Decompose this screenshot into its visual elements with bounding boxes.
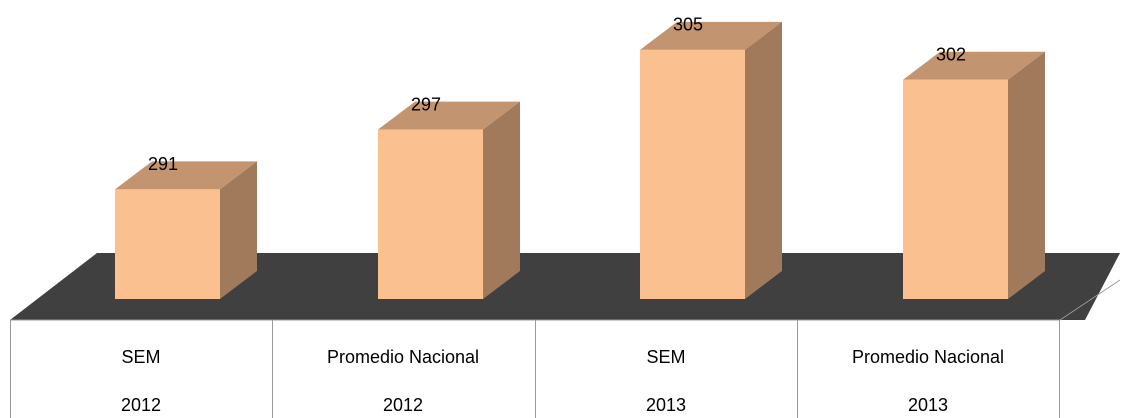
bar-top <box>115 161 257 190</box>
bar <box>640 49 745 300</box>
x-tick-year: 2012 <box>121 395 161 415</box>
x-tick-label: SEM <box>646 347 685 367</box>
x-tick-label: Promedio Nacional <box>327 347 479 367</box>
x-tick-label: SEM <box>121 347 160 367</box>
x-tick-label: Promedio Nacional <box>852 347 1004 367</box>
bar-side <box>745 21 782 299</box>
data-label: 305 <box>673 15 703 35</box>
bar <box>378 129 483 299</box>
bar <box>115 189 220 299</box>
category-table <box>10 319 1060 418</box>
bar-top <box>378 101 520 130</box>
x-tick-year: 2013 <box>646 395 686 415</box>
floor <box>10 253 1120 320</box>
floor-edge <box>1059 279 1121 321</box>
data-label: 302 <box>936 44 966 64</box>
bar <box>903 79 1008 299</box>
data-label: 291 <box>148 154 178 174</box>
bar-side <box>1008 51 1045 299</box>
x-tick-year: 2012 <box>383 395 423 415</box>
bar-side <box>483 101 520 299</box>
bar-top <box>903 51 1045 80</box>
bar-side <box>220 161 257 299</box>
bar-top <box>640 21 782 50</box>
data-label: 297 <box>411 94 441 114</box>
x-tick-year: 2013 <box>908 395 948 415</box>
